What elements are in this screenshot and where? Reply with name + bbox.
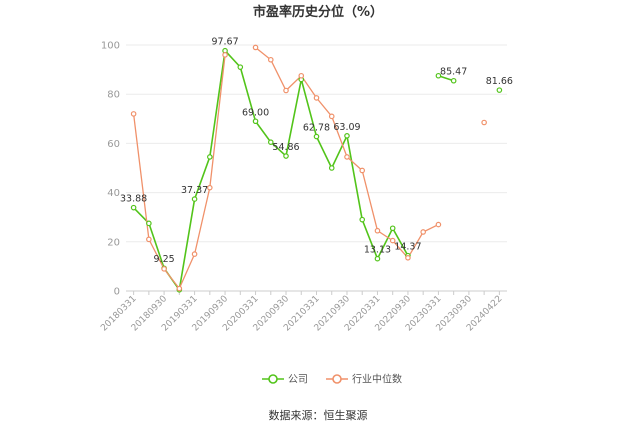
data-point: [146, 220, 152, 227]
series-lines: [132, 46, 454, 292]
data-point: [389, 225, 396, 232]
data-point: [435, 221, 442, 228]
data-point: [161, 266, 167, 272]
data-point: [207, 184, 213, 191]
series-line-1: [132, 54, 226, 290]
data-point: [496, 87, 503, 93]
data-label: 14.37: [394, 242, 421, 253]
data-label: 54.86: [272, 142, 299, 153]
data-point: [374, 227, 381, 234]
data-label: 63.09: [333, 122, 360, 133]
series-points: [130, 44, 503, 293]
data-labels: 33.88 9.25 37.37 97.67 69.00 54.86 62.78 63.09 1…: [120, 37, 513, 266]
data-point: [328, 165, 335, 171]
data-point: [313, 133, 320, 140]
data-point: [359, 167, 366, 174]
data-label: 37.37: [181, 185, 208, 196]
data-point: [344, 154, 350, 160]
data-label: 69.00: [242, 107, 269, 118]
data-point: [435, 72, 442, 79]
data-label: 81.66: [486, 76, 513, 87]
data-point: [359, 216, 366, 223]
data-point: [191, 251, 198, 257]
gridlines: [126, 44, 507, 292]
data-point: [328, 113, 335, 120]
data-point: [344, 132, 350, 139]
data-point: [176, 285, 183, 292]
data-point: [146, 236, 152, 243]
data-point: [267, 56, 274, 63]
data-point: [237, 64, 244, 70]
y-tick-label: 60: [107, 139, 120, 150]
legend: 公司 行业中位数: [262, 373, 402, 386]
legend-swatch-marker: [268, 374, 278, 384]
legend-swatch-marker: [332, 374, 342, 384]
data-point: [389, 237, 396, 244]
data-point: [405, 254, 411, 261]
data-point: [130, 111, 137, 117]
data-label: 9.25: [154, 254, 175, 265]
y-tick-label: 100: [101, 41, 120, 52]
data-point: [267, 139, 274, 145]
data-point: [313, 95, 320, 101]
data-point: [450, 77, 457, 84]
source-note: 数据来源：恒生聚源: [269, 408, 368, 422]
data-point: [252, 118, 259, 125]
data-label: 62.78: [303, 123, 330, 134]
data-point: [283, 87, 289, 94]
data-point: [283, 153, 289, 159]
data-point: [130, 204, 137, 211]
y-tick-label: 40: [107, 188, 120, 199]
data-point: [222, 52, 228, 58]
data-label: 85.47: [440, 67, 467, 78]
data-point: [298, 72, 305, 79]
legend-label: 公司: [288, 375, 308, 386]
chart-title: 市盈率历史分位（%）: [253, 4, 383, 20]
data-label: 13.13: [364, 245, 391, 256]
y-tick-label: 0: [114, 287, 120, 298]
data-point: [191, 196, 198, 202]
y-tick-label: 20: [107, 237, 120, 248]
data-point: [252, 44, 259, 51]
data-point: [481, 119, 487, 126]
data-point: [420, 229, 426, 235]
y-tick-label: 80: [107, 90, 120, 101]
data-point: [207, 154, 213, 160]
data-point: [374, 255, 381, 262]
data-label: 33.88: [120, 194, 147, 205]
data-label: 97.67: [211, 37, 238, 48]
legend-label: 行业中位数: [352, 373, 402, 386]
